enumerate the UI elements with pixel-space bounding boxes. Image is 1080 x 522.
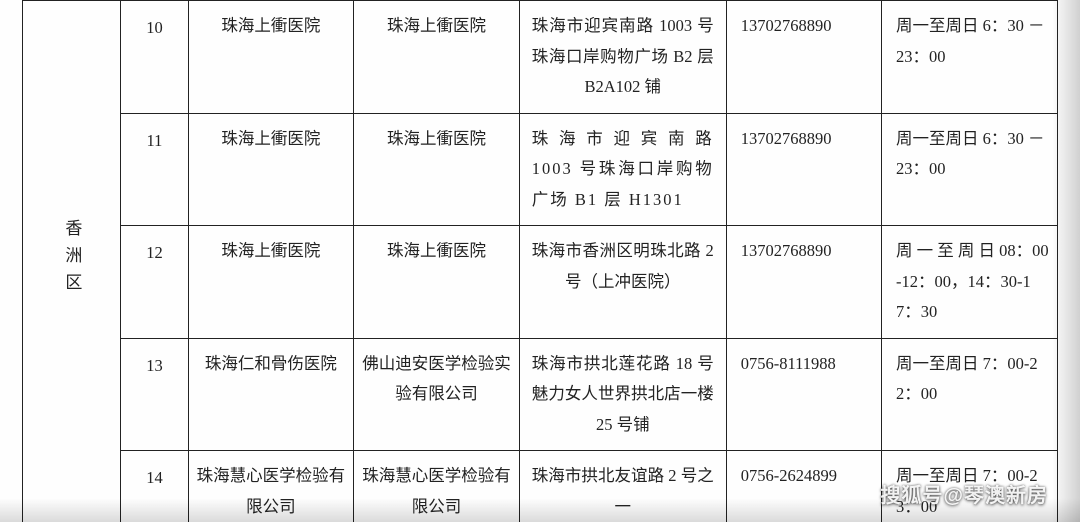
address: 珠海市迎宾南路 1003 号珠海口岸购物广场 B2 层 B2A102 铺	[519, 1, 726, 114]
table-row: 香洲区 10 珠海上衝医院 珠海上衝医院 珠海市迎宾南路 1003 号珠海口岸购…	[23, 1, 1058, 114]
hospital-table: 香洲区 10 珠海上衝医院 珠海上衝医院 珠海市迎宾南路 1003 号珠海口岸购…	[22, 0, 1058, 522]
row-index: 10	[121, 1, 188, 114]
hours: 周一至周日 6：30 － 23：00	[882, 113, 1058, 226]
row-index: 11	[121, 113, 188, 226]
hours: 周一至周日 7：00-22：00	[882, 338, 1058, 451]
phone: 0756-8111988	[726, 338, 881, 451]
hours: 周一至周日 7：00-23：00	[882, 451, 1058, 522]
phone: 0756-2624899	[726, 451, 881, 522]
unit-name: 佛山迪安医学检验实验有限公司	[354, 338, 520, 451]
hours: 周 一 至 周 日 08：00-12：00，14：30-17：30	[882, 226, 1058, 339]
phone: 13702768890	[726, 113, 881, 226]
address: 珠海市香洲区明珠北路 2 号（上冲医院）	[519, 226, 726, 339]
unit-name: 珠海上衝医院	[354, 113, 520, 226]
row-index: 12	[121, 226, 188, 339]
phone: 13702768890	[726, 1, 881, 114]
hospital-name: 珠海仁和骨伤医院	[188, 338, 354, 451]
table-row: 12 珠海上衝医院 珠海上衝医院 珠海市香洲区明珠北路 2 号（上冲医院） 13…	[23, 226, 1058, 339]
address: 珠海市拱北友谊路 2 号之一	[519, 451, 726, 522]
address: 珠 海 市 迎 宾 南 路 1003 号珠海口岸购物广场 B1 层 H1301	[519, 113, 726, 226]
hospital-name: 珠海上衝医院	[188, 226, 354, 339]
hospital-name: 珠海上衝医院	[188, 1, 354, 114]
table-row: 13 珠海仁和骨伤医院 佛山迪安医学检验实验有限公司 珠海市拱北莲花路 18 号…	[23, 338, 1058, 451]
phone: 13702768890	[726, 226, 881, 339]
row-index: 14	[121, 451, 188, 522]
hospital-name: 珠海上衝医院	[188, 113, 354, 226]
page-container: 香洲区 10 珠海上衝医院 珠海上衝医院 珠海市迎宾南路 1003 号珠海口岸购…	[0, 0, 1080, 522]
hours: 周一至周日 6：30 － 23：00	[882, 1, 1058, 114]
hospital-name: 珠海慧心医学检验有限公司	[188, 451, 354, 522]
address: 珠海市拱北莲花路 18 号魅力女人世界拱北店一楼 25 号铺	[519, 338, 726, 451]
unit-name: 珠海慧心医学检验有限公司	[354, 451, 520, 522]
unit-name: 珠海上衝医院	[354, 226, 520, 339]
unit-name: 珠海上衝医院	[354, 1, 520, 114]
region-label: 香洲区	[53, 219, 90, 300]
region-cell: 香洲区	[23, 1, 121, 522]
table-row: 11 珠海上衝医院 珠海上衝医院 珠 海 市 迎 宾 南 路 1003 号珠海口…	[23, 113, 1058, 226]
table-row: 14 珠海慧心医学检验有限公司 珠海慧心医学检验有限公司 珠海市拱北友谊路 2 …	[23, 451, 1058, 522]
row-index: 13	[121, 338, 188, 451]
